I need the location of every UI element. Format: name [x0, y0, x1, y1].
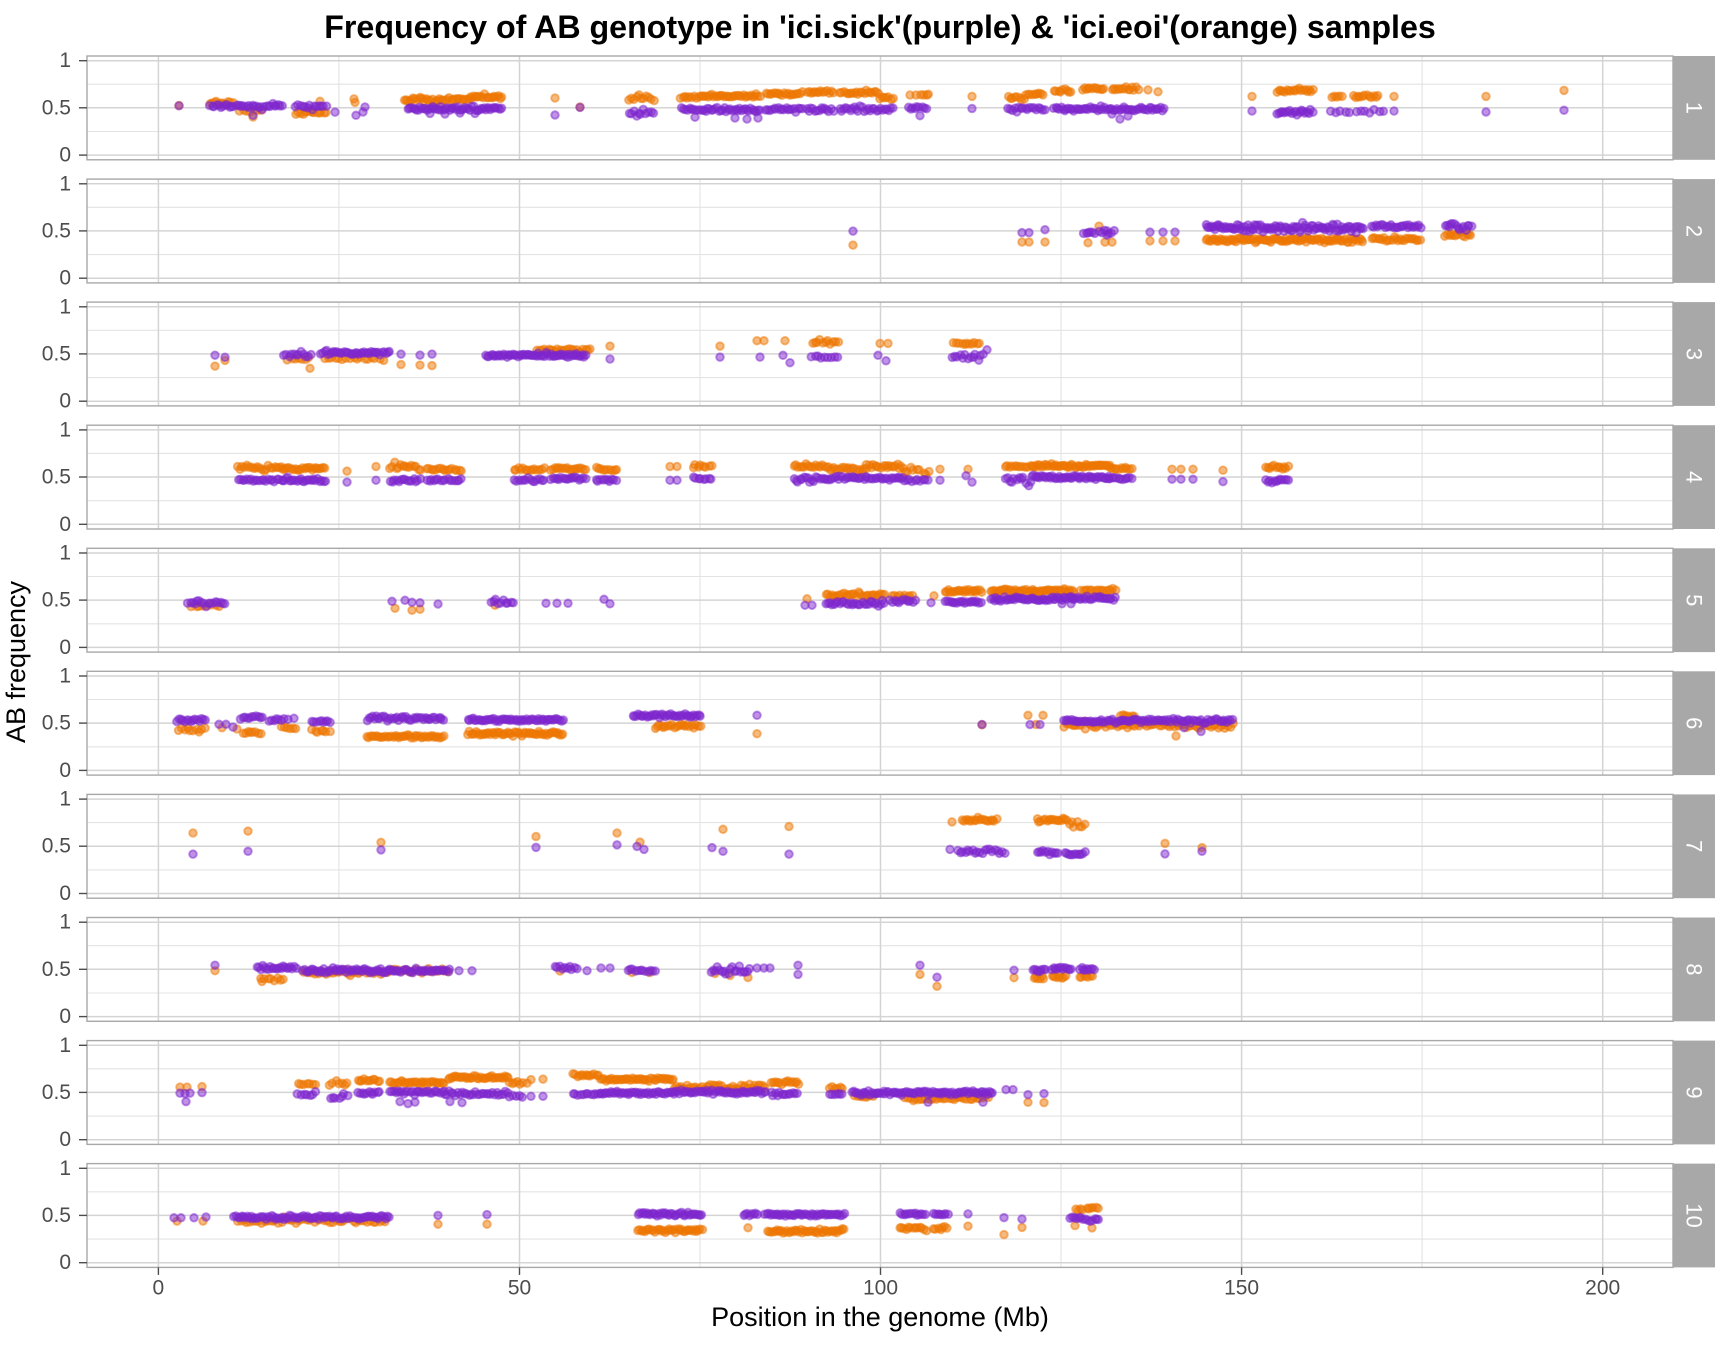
svg-text:2: 2 — [1682, 225, 1707, 237]
svg-text:100: 100 — [863, 1276, 898, 1299]
svg-text:6: 6 — [1682, 717, 1707, 729]
svg-text:0.5: 0.5 — [42, 1081, 71, 1104]
svg-text:0: 0 — [59, 513, 71, 536]
svg-text:0.5: 0.5 — [42, 589, 71, 612]
svg-text:0: 0 — [59, 882, 71, 905]
svg-text:1: 1 — [59, 542, 71, 565]
svg-text:0.5: 0.5 — [42, 1204, 71, 1227]
svg-text:0.5: 0.5 — [42, 835, 71, 858]
svg-text:0.5: 0.5 — [42, 712, 71, 735]
svg-text:8: 8 — [1682, 963, 1707, 975]
svg-text:1: 1 — [59, 295, 71, 318]
svg-text:3: 3 — [1682, 348, 1707, 360]
svg-text:1: 1 — [59, 911, 71, 934]
svg-text:0: 0 — [59, 144, 71, 167]
svg-text:0.5: 0.5 — [42, 958, 71, 981]
svg-text:1: 1 — [59, 788, 71, 811]
svg-text:0: 0 — [59, 759, 71, 782]
svg-text:1: 1 — [59, 172, 71, 195]
svg-text:1: 1 — [59, 418, 71, 441]
svg-text:4: 4 — [1682, 471, 1707, 483]
svg-text:1: 1 — [59, 49, 71, 72]
svg-text:200: 200 — [1585, 1276, 1620, 1299]
svg-text:0.5: 0.5 — [42, 96, 71, 119]
svg-text:0: 0 — [59, 1128, 71, 1151]
svg-text:1: 1 — [59, 1157, 71, 1180]
svg-text:7: 7 — [1682, 840, 1707, 852]
svg-text:0: 0 — [59, 390, 71, 413]
svg-text:0.5: 0.5 — [42, 342, 71, 365]
svg-text:50: 50 — [508, 1276, 531, 1299]
svg-text:0.5: 0.5 — [42, 219, 71, 242]
svg-text:AB frequency: AB frequency — [1, 580, 31, 743]
svg-text:0.5: 0.5 — [42, 466, 71, 489]
svg-text:150: 150 — [1224, 1276, 1259, 1299]
svg-text:0: 0 — [59, 267, 71, 290]
svg-text:10: 10 — [1682, 1203, 1707, 1227]
svg-text:5: 5 — [1682, 594, 1707, 606]
svg-text:0: 0 — [59, 1251, 71, 1274]
svg-text:Frequency of AB genotype in 'i: Frequency of AB genotype in 'ici.sick'(p… — [324, 9, 1436, 45]
svg-text:Position in the genome (Mb): Position in the genome (Mb) — [711, 1302, 1049, 1332]
svg-text:0: 0 — [153, 1276, 165, 1299]
svg-text:1: 1 — [1682, 102, 1707, 114]
svg-text:0: 0 — [59, 1005, 71, 1028]
svg-text:9: 9 — [1682, 1086, 1707, 1098]
svg-text:1: 1 — [59, 1034, 71, 1057]
svg-text:1: 1 — [59, 665, 71, 688]
svg-text:0: 0 — [59, 636, 71, 659]
